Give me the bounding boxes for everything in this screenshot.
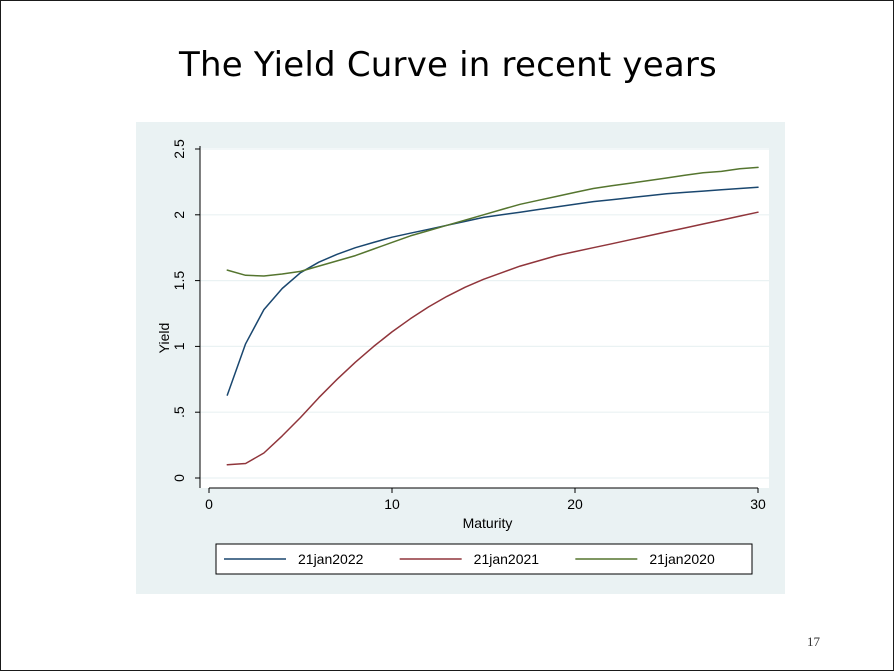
y-axis-label: Yield bbox=[156, 323, 172, 354]
legend-entry-label: 21jan2022 bbox=[298, 551, 364, 567]
grid-lines bbox=[200, 148, 769, 479]
y-tick-label: 1.5 bbox=[171, 271, 187, 291]
x-tick-label: 0 bbox=[205, 496, 213, 512]
plot-area bbox=[200, 148, 769, 488]
chart-frame: 0 .5 1 1.5 2 2.5 0 10 20 30 Maturity Yield 21jan2… bbox=[136, 122, 785, 594]
axes: 0 .5 1 1.5 2 2.5 0 10 20 30 bbox=[171, 139, 766, 512]
legend-entry-label: 21jan2020 bbox=[649, 551, 715, 567]
legend-box bbox=[215, 543, 753, 575]
slide-number: 17 bbox=[807, 634, 820, 649]
x-tick-label: 20 bbox=[567, 496, 583, 512]
x-tick-label: 10 bbox=[384, 496, 400, 512]
series-line-21jan2020 bbox=[226, 166, 759, 277]
legend-entry-label: 21jan2021 bbox=[474, 551, 540, 567]
slide-title: The Yield Curve in recent years bbox=[179, 45, 717, 85]
yield-curve-chart: 0 .5 1 1.5 2 2.5 0 10 20 30 Maturity Yield 21jan2… bbox=[136, 122, 785, 594]
y-tick-label: 0 bbox=[171, 474, 187, 482]
y-tick-label: .5 bbox=[171, 406, 187, 418]
x-tick-label: 30 bbox=[750, 496, 766, 512]
y-tick-label: 2.5 bbox=[171, 139, 187, 159]
series-lines bbox=[226, 166, 759, 466]
y-tick-label: 1 bbox=[171, 342, 187, 350]
legend: 21jan2022 21jan2021 21jan2020 bbox=[215, 543, 753, 575]
series-line-21jan2022 bbox=[226, 186, 759, 396]
y-tick-label: 2 bbox=[171, 211, 187, 219]
x-axis-label: Maturity bbox=[463, 515, 513, 531]
series-line-21jan2021 bbox=[226, 211, 759, 466]
